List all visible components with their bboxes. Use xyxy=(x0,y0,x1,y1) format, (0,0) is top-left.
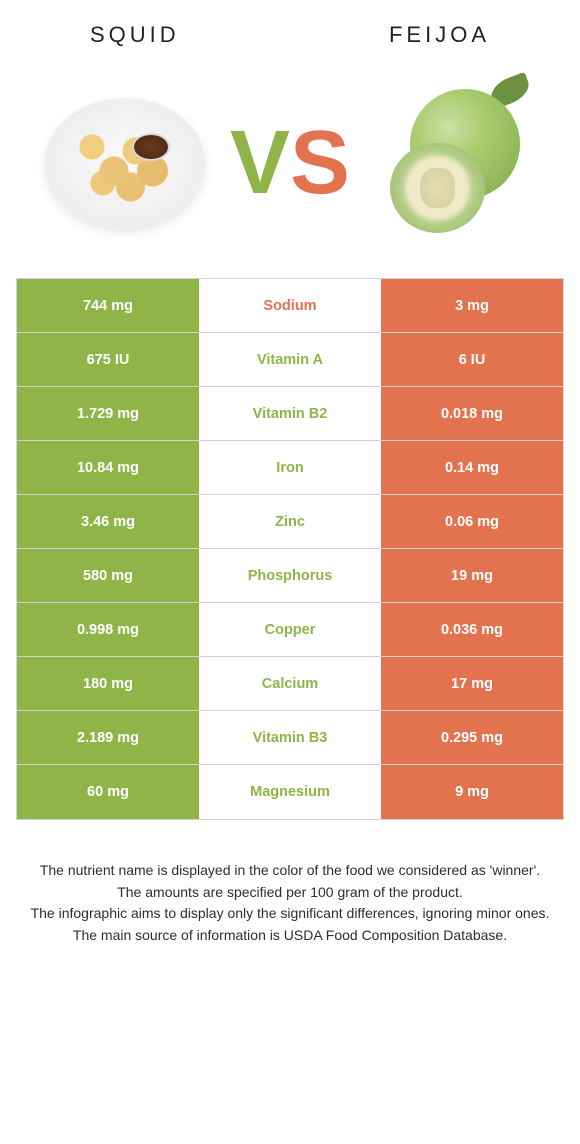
squid-image xyxy=(40,78,210,248)
table-row: 0.998 mgCopper0.036 mg xyxy=(17,603,563,657)
feijoa-icon xyxy=(370,83,540,243)
footer: The nutrient name is displayed in the co… xyxy=(0,820,580,957)
table-row: 180 mgCalcium17 mg xyxy=(17,657,563,711)
nutrient-left-value: 180 mg xyxy=(17,657,199,710)
nutrient-name: Iron xyxy=(199,441,381,494)
nutrient-left-value: 10.84 mg xyxy=(17,441,199,494)
nutrient-name: Copper xyxy=(199,603,381,656)
table-row: 1.729 mgVitamin B20.018 mg xyxy=(17,387,563,441)
nutrient-name: Phosphorus xyxy=(199,549,381,602)
nutrient-left-value: 675 IU xyxy=(17,333,199,386)
nutrient-left-value: 580 mg xyxy=(17,549,199,602)
hero: VS xyxy=(0,58,580,278)
table-row: 2.189 mgVitamin B30.295 mg xyxy=(17,711,563,765)
footer-line-3: The infographic aims to display only the… xyxy=(20,903,560,925)
table-row: 60 mgMagnesium9 mg xyxy=(17,765,563,819)
vs-label: VS xyxy=(230,118,350,208)
footer-line-1: The nutrient name is displayed in the co… xyxy=(20,860,560,882)
nutrient-right-value: 9 mg xyxy=(381,765,563,819)
nutrient-left-value: 0.998 mg xyxy=(17,603,199,656)
header: Squid Feijoa xyxy=(0,0,580,58)
nutrient-name: Calcium xyxy=(199,657,381,710)
table-row: 744 mgSodium3 mg xyxy=(17,279,563,333)
footer-line-4: The main source of information is USDA F… xyxy=(20,925,560,947)
nutrient-name: Vitamin B2 xyxy=(199,387,381,440)
nutrient-right-value: 19 mg xyxy=(381,549,563,602)
nutrient-right-value: 17 mg xyxy=(381,657,563,710)
nutrient-name: Sodium xyxy=(199,279,381,332)
nutrient-left-value: 60 mg xyxy=(17,765,199,819)
vs-v-letter: V xyxy=(230,118,290,208)
table-row: 3.46 mgZinc0.06 mg xyxy=(17,495,563,549)
nutrient-right-value: 0.06 mg xyxy=(381,495,563,548)
table-row: 580 mgPhosphorus19 mg xyxy=(17,549,563,603)
nutrient-name: Vitamin B3 xyxy=(199,711,381,764)
plate-icon xyxy=(45,98,205,228)
fried-squid-icon xyxy=(70,123,180,203)
feijoa-image xyxy=(370,78,540,248)
vs-s-letter: S xyxy=(290,118,350,208)
nutrient-right-value: 0.018 mg xyxy=(381,387,563,440)
nutrient-left-value: 1.729 mg xyxy=(17,387,199,440)
nutrient-name: Vitamin A xyxy=(199,333,381,386)
nutrient-left-value: 2.189 mg xyxy=(17,711,199,764)
nutrient-right-value: 0.036 mg xyxy=(381,603,563,656)
footer-line-2: The amounts are specified per 100 gram o… xyxy=(20,882,560,904)
table-row: 675 IUVitamin A6 IU xyxy=(17,333,563,387)
table-row: 10.84 mgIron0.14 mg xyxy=(17,441,563,495)
feijoa-core-icon xyxy=(420,168,455,208)
nutrient-name: Magnesium xyxy=(199,765,381,819)
nutrient-name: Zinc xyxy=(199,495,381,548)
nutrient-table: 744 mgSodium3 mg675 IUVitamin A6 IU1.729… xyxy=(16,278,564,820)
sauce-icon xyxy=(132,133,170,161)
nutrient-right-value: 3 mg xyxy=(381,279,563,332)
title-left: Squid xyxy=(90,22,180,48)
nutrient-left-value: 744 mg xyxy=(17,279,199,332)
nutrient-right-value: 0.14 mg xyxy=(381,441,563,494)
nutrient-left-value: 3.46 mg xyxy=(17,495,199,548)
title-right: Feijoa xyxy=(389,22,490,48)
nutrient-right-value: 6 IU xyxy=(381,333,563,386)
nutrient-right-value: 0.295 mg xyxy=(381,711,563,764)
